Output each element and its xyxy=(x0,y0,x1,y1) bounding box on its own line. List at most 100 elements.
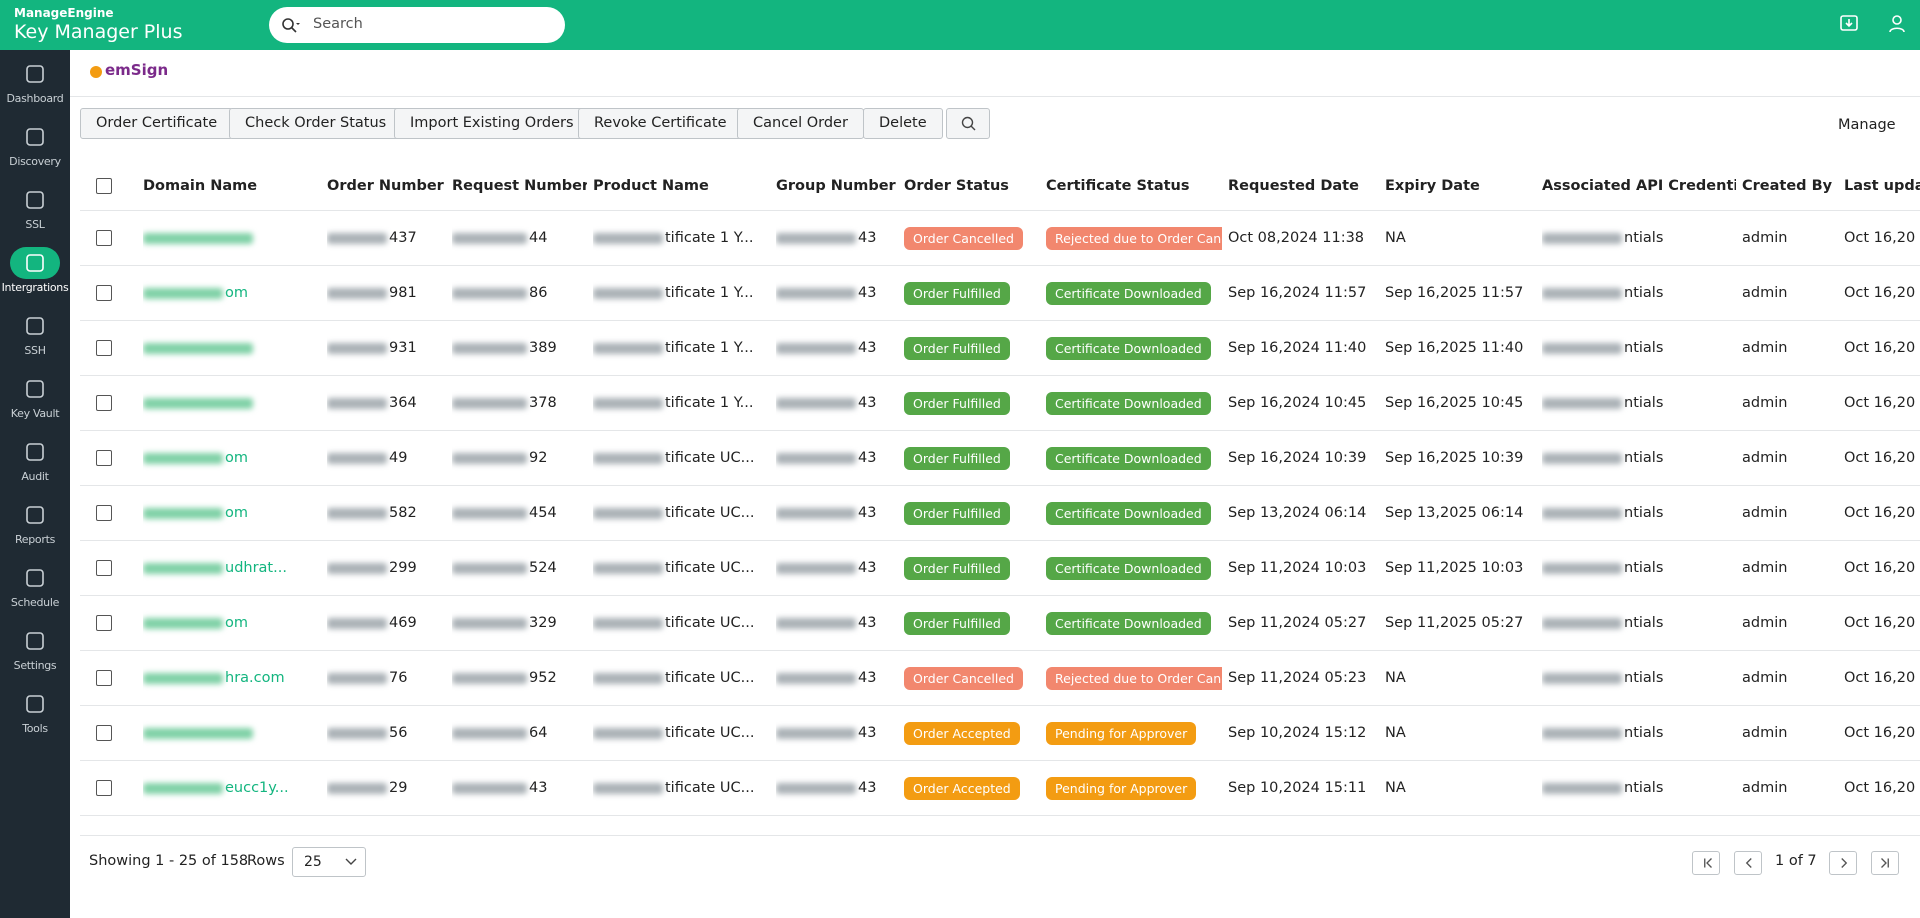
checkbox[interactable] xyxy=(96,450,112,466)
cell xyxy=(143,321,321,375)
domain[interactable]: udhrat... xyxy=(225,560,287,576)
credential: ntials xyxy=(1624,615,1664,631)
redacted xyxy=(327,452,387,464)
request-no: 378 xyxy=(529,395,557,411)
first-page[interactable] xyxy=(1692,851,1720,875)
brand: Key Manager Plus xyxy=(14,21,183,43)
toolbar-button[interactable]: Delete xyxy=(863,108,943,139)
product: tificate 1 Y... xyxy=(665,340,754,356)
redacted xyxy=(452,562,527,574)
domain[interactable]: hra.com xyxy=(225,670,285,686)
checkbox[interactable] xyxy=(96,178,112,194)
checkbox[interactable] xyxy=(96,725,112,741)
order-no: 29 xyxy=(389,780,408,796)
sidebar-item[interactable]: Intergrations xyxy=(0,243,70,301)
cell: 43 xyxy=(776,486,898,540)
column-header[interactable]: Created By xyxy=(1742,178,1833,194)
sidebar-item[interactable]: Discovery xyxy=(0,117,70,175)
search-button[interactable] xyxy=(946,108,990,139)
cell: 29 xyxy=(327,761,446,815)
domain[interactable]: om xyxy=(225,505,248,521)
checkbox[interactable] xyxy=(96,560,112,576)
column-header[interactable]: Expiry Date xyxy=(1385,178,1480,194)
sidebar-label: SSL xyxy=(25,218,45,231)
checkbox[interactable] xyxy=(96,395,112,411)
checkbox[interactable] xyxy=(96,505,112,521)
toolbar-button[interactable]: Revoke Certificate xyxy=(578,108,743,139)
status-badge: Order Fulfilled xyxy=(904,501,1010,525)
domain[interactable]: eucc1y... xyxy=(225,780,289,796)
prev-page[interactable] xyxy=(1734,851,1762,875)
user-icon[interactable] xyxy=(1888,14,1906,34)
redacted xyxy=(776,507,856,519)
toolbar-button[interactable]: Order Certificate xyxy=(80,108,234,139)
column-header[interactable]: Order Status xyxy=(904,178,1009,194)
toolbar-button[interactable]: Import Existing Orders xyxy=(394,108,590,139)
domain[interactable]: om xyxy=(225,450,248,466)
order-no: 49 xyxy=(389,450,408,466)
toolbar-button[interactable]: Check Order Status xyxy=(229,108,403,139)
logo-text: emSign xyxy=(105,61,169,79)
download-icon[interactable] xyxy=(1840,15,1858,33)
search-box[interactable]: Search xyxy=(269,7,565,43)
sidebar-item[interactable]: Reports xyxy=(0,495,70,553)
domain[interactable]: om xyxy=(225,615,248,631)
redacted xyxy=(776,232,856,244)
sidebar-item[interactable]: Settings xyxy=(0,621,70,679)
redacted xyxy=(143,782,223,794)
cell: Oct 16,20 xyxy=(1844,596,1920,650)
rows-select[interactable]: 25 xyxy=(292,847,366,877)
redacted xyxy=(776,782,856,794)
pager-icon xyxy=(1745,858,1752,868)
sidebar-icon xyxy=(26,632,44,650)
checkbox[interactable] xyxy=(96,780,112,796)
sidebar-item[interactable]: SSH xyxy=(0,306,70,364)
product: tificate UC... xyxy=(665,780,755,796)
manage-link[interactable]: Manage xyxy=(1838,117,1896,133)
cell: ntials xyxy=(1542,266,1736,320)
sidebar-item[interactable]: Key Vault xyxy=(0,369,70,427)
column-header[interactable]: Associated API Credential xyxy=(1542,178,1736,194)
sidebar-item[interactable]: SSL xyxy=(0,180,70,238)
sidebar-item[interactable]: Tools xyxy=(0,684,70,742)
sidebar-item[interactable]: Dashboard xyxy=(0,54,70,112)
cell: Sep 11,2025 05:27 xyxy=(1385,596,1536,650)
column-header[interactable]: Group Number xyxy=(776,178,896,194)
sidebar-item[interactable]: Audit xyxy=(0,432,70,490)
checkbox[interactable] xyxy=(96,670,112,686)
checkbox[interactable] xyxy=(96,615,112,631)
sidebar-label: Schedule xyxy=(10,596,60,609)
domain[interactable]: om xyxy=(225,285,248,301)
cell: Pending for Approver xyxy=(1046,706,1222,760)
next-page[interactable] xyxy=(1829,851,1857,875)
column-header[interactable]: Order Number xyxy=(327,178,444,194)
redacted xyxy=(593,617,663,629)
column-header[interactable]: Requested Date xyxy=(1228,178,1359,194)
column-header[interactable]: Certificate Status xyxy=(1046,178,1190,194)
status-badge: Order Fulfilled xyxy=(904,281,1010,305)
column-header[interactable]: Domain Name xyxy=(143,178,258,194)
search-icon xyxy=(961,116,976,131)
group: 43 xyxy=(858,560,877,576)
request-no: 44 xyxy=(529,230,548,246)
requested: Sep 11,2024 05:27 xyxy=(1228,615,1367,631)
created-by: admin xyxy=(1742,230,1788,246)
cell: Sep 10,2024 15:11 xyxy=(1228,761,1379,815)
redacted xyxy=(593,507,663,519)
toolbar-button[interactable]: Cancel Order xyxy=(737,108,864,139)
last-page[interactable] xyxy=(1871,851,1899,875)
cell: 43 xyxy=(776,376,898,430)
expiry: Sep 16,2025 10:45 xyxy=(1385,395,1524,411)
checkbox[interactable] xyxy=(96,230,112,246)
checkbox[interactable] xyxy=(96,285,112,301)
column-header[interactable]: Last updated xyxy=(1844,178,1920,194)
redacted xyxy=(452,287,527,299)
showing-text: Showing 1 - 25 of 158 xyxy=(89,853,249,869)
column-header[interactable]: Request Number xyxy=(452,178,587,194)
credential: ntials xyxy=(1624,505,1664,521)
sidebar-icon xyxy=(26,254,44,272)
column-header[interactable]: Product Name xyxy=(593,178,709,194)
checkbox[interactable] xyxy=(96,340,112,356)
sidebar-item[interactable]: Schedule xyxy=(0,558,70,616)
cell: tificate UC... xyxy=(593,596,770,650)
